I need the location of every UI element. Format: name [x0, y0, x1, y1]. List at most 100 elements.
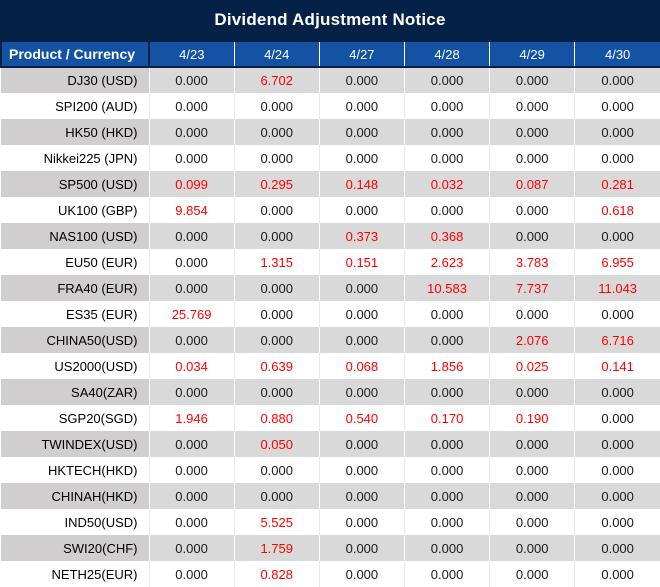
- value-cell: 0.639: [233, 353, 320, 379]
- table-row: CHINAH(HKD) 0.000 0.000 0.000 0.000 0.000 0.00…: [1, 483, 660, 509]
- value-cell: 0.000: [233, 197, 320, 223]
- value-cell: 6.955: [574, 249, 660, 275]
- product-cell: UK100 (GBP): [1, 197, 149, 223]
- value-cell: 1.946: [148, 405, 235, 431]
- product-cell: NETH25(EUR): [1, 561, 149, 587]
- value-cell: 0.000: [403, 457, 490, 483]
- value-cell: 0.000: [148, 327, 235, 353]
- table-row: EU50 (EUR) 0.000 1.315 0.151 2.623 3.783 6.955: [1, 249, 660, 275]
- value-cell: 0.000: [318, 561, 405, 587]
- value-cell: 0.000: [489, 379, 575, 405]
- table-row: SWI20(CHF) 0.000 1.759 0.000 0.000 0.000 0.000: [1, 535, 660, 561]
- value-cell: 0.000: [148, 223, 235, 249]
- value-cell: 0.000: [318, 457, 405, 483]
- value-cell: 0.000: [574, 67, 660, 93]
- value-cell: 0.000: [574, 561, 660, 587]
- header-row: Product / Currency 4/23 4/24 4/27 4/28 4/29 4…: [0, 40, 660, 68]
- value-cell: 0.000: [574, 119, 660, 145]
- value-cell: 0.148: [318, 171, 405, 197]
- value-cell: 0.170: [403, 405, 490, 431]
- table-row: SA40(ZAR) 0.000 0.000 0.000 0.000 0.000 0.000: [1, 379, 660, 405]
- value-cell: 0.281: [574, 171, 660, 197]
- date-column-header: 4/24: [233, 40, 320, 68]
- value-cell: 0.000: [233, 119, 320, 145]
- value-cell: 0.000: [403, 197, 490, 223]
- value-cell: 0.000: [489, 431, 575, 457]
- table-row: CHINA50(USD) 0.000 0.000 0.000 0.000 2.076 6.7…: [1, 327, 660, 353]
- value-cell: 25.769: [148, 301, 235, 327]
- value-cell: 0.000: [148, 561, 235, 587]
- value-cell: 6.702: [233, 67, 320, 93]
- product-cell: CHINAH(HKD): [1, 483, 149, 509]
- product-cell: IND50(USD): [1, 509, 149, 535]
- product-cell: NAS100 (USD): [1, 223, 149, 249]
- value-cell: 0.000: [489, 197, 575, 223]
- value-cell: 0.000: [233, 483, 320, 509]
- value-cell: 0.000: [574, 457, 660, 483]
- value-cell: 11.043: [574, 275, 660, 301]
- value-cell: 0.000: [233, 457, 320, 483]
- product-cell: SP500 (USD): [1, 171, 149, 197]
- value-cell: 0.099: [148, 171, 235, 197]
- product-cell: SA40(ZAR): [1, 379, 149, 405]
- value-cell: 2.623: [403, 249, 490, 275]
- value-cell: 0.000: [233, 327, 320, 353]
- value-cell: 0.000: [574, 535, 660, 561]
- product-cell: SPI200 (AUD): [1, 93, 149, 119]
- table-body: DJ30 (USD) 0.000 6.702 0.000 0.000 0.000 0.000…: [1, 67, 660, 587]
- value-cell: 0.000: [489, 561, 575, 587]
- value-cell: 0.000: [403, 483, 490, 509]
- product-cell: EU50 (EUR): [1, 249, 149, 275]
- value-cell: 0.000: [148, 379, 235, 405]
- value-cell: 0.000: [489, 145, 575, 171]
- value-cell: 3.783: [489, 249, 575, 275]
- date-column-header: 4/23: [148, 40, 235, 68]
- value-cell: 0.000: [574, 483, 660, 509]
- value-cell: 0.000: [574, 509, 660, 535]
- table-row: Nikkei225 (JPN) 0.000 0.000 0.000 0.000 0.000…: [1, 145, 660, 171]
- date-column-header: 4/27: [318, 40, 405, 68]
- table-row: US2000(USD) 0.034 0.639 0.068 1.856 0.025 0.14…: [1, 353, 660, 379]
- value-cell: 0.000: [403, 379, 490, 405]
- value-cell: 0.000: [148, 509, 235, 535]
- table-row: IND50(USD) 0.000 5.525 0.000 0.000 0.000 0.000: [1, 509, 660, 535]
- value-cell: 0.000: [489, 535, 575, 561]
- value-cell: 0.373: [318, 223, 405, 249]
- product-cell: CHINA50(USD): [1, 327, 149, 353]
- value-cell: 5.525: [233, 509, 320, 535]
- value-cell: 0.368: [403, 223, 490, 249]
- value-cell: 0.000: [403, 301, 490, 327]
- value-cell: 7.737: [489, 275, 575, 301]
- value-cell: 0.000: [148, 93, 235, 119]
- value-cell: 0.000: [574, 145, 660, 171]
- value-cell: 0.618: [574, 197, 660, 223]
- value-cell: 0.000: [318, 301, 405, 327]
- value-cell: 0.068: [318, 353, 405, 379]
- value-cell: 0.000: [489, 223, 575, 249]
- value-cell: 0.295: [233, 171, 320, 197]
- value-cell: 0.000: [318, 379, 405, 405]
- value-cell: 0.000: [489, 509, 575, 535]
- value-cell: 0.000: [148, 145, 235, 171]
- value-cell: 0.000: [489, 301, 575, 327]
- value-cell: 0.000: [148, 457, 235, 483]
- value-cell: 0.000: [233, 301, 320, 327]
- value-cell: 0.000: [574, 301, 660, 327]
- table-row: DJ30 (USD) 0.000 6.702 0.000 0.000 0.000 0.000: [1, 67, 660, 93]
- table-row: TWINDEX(USD) 0.000 0.050 0.000 0.000 0.000 0.0…: [1, 431, 660, 457]
- value-cell: 0.000: [489, 119, 575, 145]
- value-cell: 9.854: [148, 197, 235, 223]
- table-row: UK100 (GBP) 9.854 0.000 0.000 0.000 0.000 0.61…: [1, 197, 660, 223]
- value-cell: 0.000: [148, 275, 235, 301]
- product-cell: SGP20(SGD): [1, 405, 149, 431]
- product-cell: DJ30 (USD): [1, 67, 149, 93]
- value-cell: 0.000: [318, 197, 405, 223]
- value-cell: 0.000: [148, 119, 235, 145]
- value-cell: 0.000: [148, 535, 235, 561]
- value-cell: 0.000: [318, 535, 405, 561]
- notice-title: Dividend Adjustment Notice: [0, 0, 660, 40]
- value-cell: 0.000: [403, 431, 490, 457]
- value-cell: 0.828: [233, 561, 320, 587]
- value-cell: 0.000: [318, 275, 405, 301]
- value-cell: 0.540: [318, 405, 405, 431]
